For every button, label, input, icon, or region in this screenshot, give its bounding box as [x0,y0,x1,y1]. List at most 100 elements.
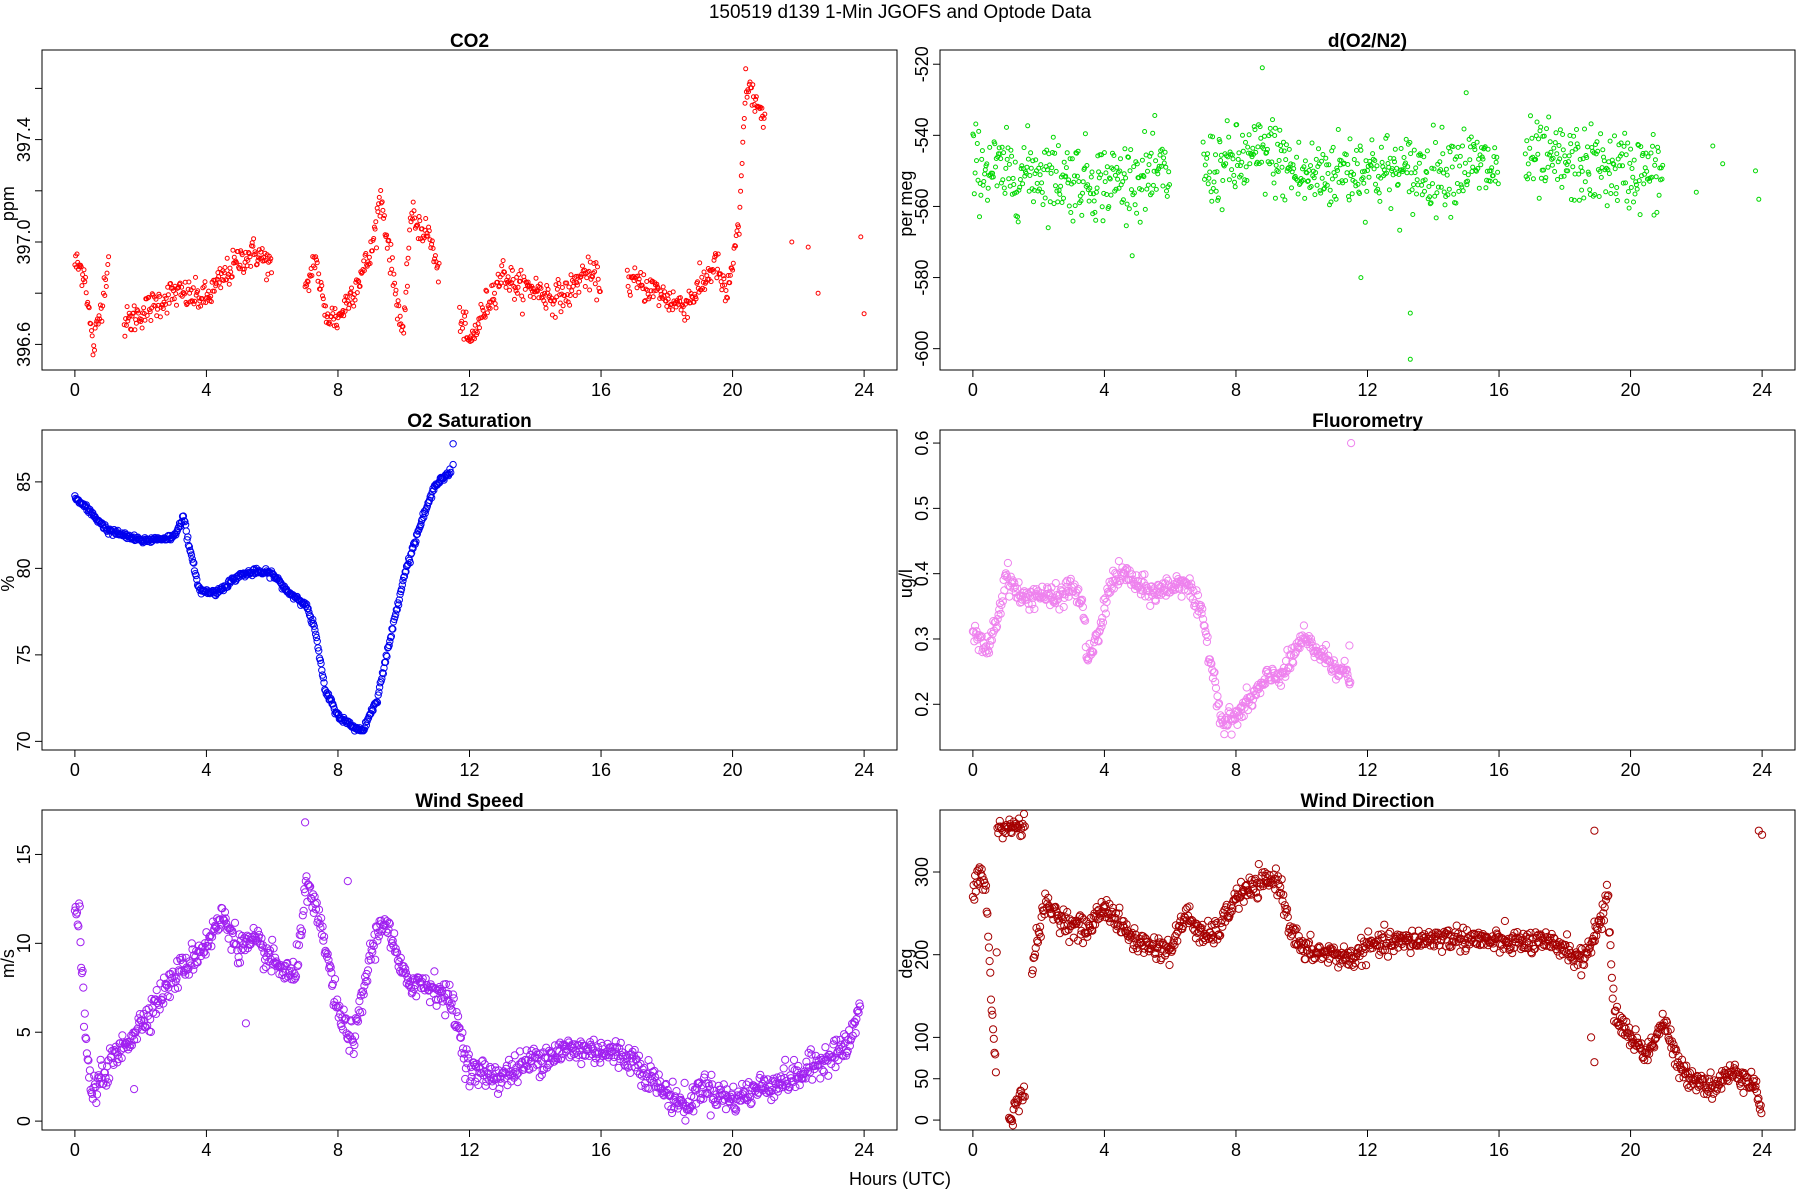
data-point [1630,174,1636,180]
data-point [1437,159,1443,165]
data-point [227,265,233,271]
data-point [760,124,766,130]
data-point [1121,171,1127,177]
data-point [1320,152,1326,157]
data-point [1463,90,1469,96]
data-point [190,285,196,291]
data-point [132,327,138,333]
data-point [858,234,864,240]
data-point [406,558,414,567]
data-point [320,296,326,302]
data-point [176,522,185,531]
data-point [1128,147,1134,153]
data-point [475,321,481,327]
data-point [1117,928,1126,937]
data-point [789,239,795,245]
data-point [1101,901,1110,910]
data-point [1024,599,1033,608]
data-point [305,608,313,616]
data-point [1321,185,1327,191]
data-point [808,1075,817,1084]
panel-title: Wind Speed [415,791,524,812]
data-point [1159,146,1165,152]
data-point [1279,890,1288,899]
x-tick-label: 0 [968,1140,978,1160]
data-point [1202,637,1212,647]
data-point [183,536,191,544]
data-point [1368,163,1374,169]
data-point [1656,192,1662,198]
data-point [1631,1025,1640,1034]
data-point [1571,133,1577,139]
data-point [511,1067,520,1077]
y-tick-label: 0 [14,1116,34,1126]
x-tick-label: 12 [1357,1140,1377,1160]
data-point [1307,638,1316,647]
data-point [1154,934,1163,943]
data-point [392,610,400,618]
data-point [388,936,397,945]
data-point [98,1061,107,1070]
data-point [346,305,352,311]
data-point [750,82,756,88]
data-point [1145,168,1150,174]
data-point [791,1082,800,1092]
data-point [720,283,725,288]
data-point [1330,144,1336,150]
data-point [1407,310,1413,316]
data-point [634,1051,644,1060]
data-point [180,517,188,525]
data-point [567,302,573,308]
data-point [1414,177,1420,183]
figure-suptitle: 150519 d139 1-Min JGOFS and Optode Data [709,2,1092,23]
data-point [222,265,228,270]
data-point [979,148,985,154]
x-tick-label: 12 [459,1140,479,1160]
data-point [651,288,657,294]
plot-frame [41,429,898,751]
data-point [805,244,811,250]
data-point [382,651,390,659]
x-tick-label: 16 [591,760,611,780]
data-point [1308,184,1314,189]
data-point [712,1090,721,1099]
data-point [550,1041,560,1050]
data-point [1146,162,1152,168]
data-point [1208,665,1217,675]
data-point [281,961,290,970]
data-point [1021,145,1027,151]
data-point [730,260,736,266]
data-point [648,288,654,294]
data-point [1269,870,1278,879]
data-point [715,266,720,272]
data-point [1025,156,1031,162]
data-point [1114,557,1124,566]
data-point [198,303,204,309]
data-point [1446,186,1452,192]
data-point [544,283,550,288]
x-tick-label: 20 [1621,1140,1641,1160]
data-point [512,285,518,291]
data-point [1558,174,1564,180]
data-point [1163,164,1169,170]
y-tick-label: 100 [912,1022,932,1052]
data-point [221,270,227,276]
data-point [1374,163,1380,169]
data-point [80,1009,89,1018]
y-tick-label: 397.0 [14,219,34,264]
data-point [650,294,656,300]
data-point [654,281,660,287]
x-tick-label: 20 [1621,380,1641,400]
data-point [670,307,675,313]
data-point [851,1029,860,1038]
data-point [81,267,87,273]
data-point [317,914,326,923]
data-point [1118,563,1127,572]
data-point [1269,159,1275,165]
y-tick-label: 85 [14,472,34,492]
data-point [237,262,243,268]
data-point [1262,133,1267,139]
data-point [445,470,453,478]
data-point [753,96,759,102]
